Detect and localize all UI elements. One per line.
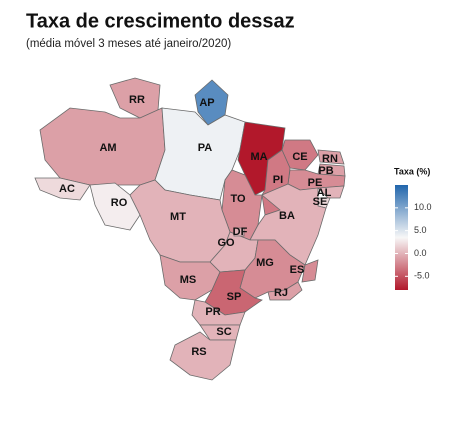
state-label: AM [99, 142, 116, 154]
legend-tick-label: 0.0 [414, 248, 427, 258]
state-label: MA [250, 151, 267, 163]
state-label: GO [217, 237, 235, 249]
state-label: MG [256, 257, 274, 269]
state-label: SC [216, 326, 231, 338]
state-label: PA [198, 142, 213, 154]
state [191, 299, 246, 326]
state-label: RS [191, 346, 206, 358]
legend: 10.0 5.0 0.0 -5.0 [395, 202, 432, 281]
state-label: AC [59, 183, 75, 195]
state [267, 281, 303, 301]
state-label: AP [199, 97, 214, 109]
state-label: BA [279, 210, 295, 222]
state-label: CE [292, 151, 307, 163]
state-label: RN [322, 153, 338, 165]
state-label: DF [233, 226, 248, 238]
states [34, 77, 346, 381]
state-label: MS [180, 274, 197, 286]
state [317, 185, 345, 199]
legend-colorbar [395, 185, 408, 290]
legend-tick-label: 5.0 [414, 225, 427, 235]
chart-title: Taxa de crescimento dessaz [26, 10, 295, 32]
state-label: AL [317, 187, 332, 199]
state [34, 177, 91, 201]
state-label: PB [318, 165, 333, 177]
state-label: TO [230, 193, 246, 205]
state-label: PI [273, 174, 283, 186]
state-label: PE [308, 177, 323, 189]
state [169, 331, 237, 381]
legend-tick-label: -5.0 [414, 271, 430, 281]
state [317, 149, 345, 165]
state-label: RJ [274, 287, 288, 299]
state-label: ES [290, 264, 305, 276]
legend-tick-label: 10.0 [414, 202, 432, 212]
state-label: PR [205, 306, 220, 318]
state-label: RO [111, 197, 128, 209]
state [233, 227, 245, 237]
state-label: RR [129, 94, 145, 106]
state-label: SE [313, 196, 328, 208]
state-label: MT [170, 211, 186, 223]
state-label: SP [227, 291, 242, 303]
legend-title: Taxa (%) [394, 166, 430, 176]
chart-subtitle: (média móvel 3 meses até janeiro/2020) [26, 38, 231, 50]
state [301, 259, 319, 283]
state [89, 182, 141, 231]
